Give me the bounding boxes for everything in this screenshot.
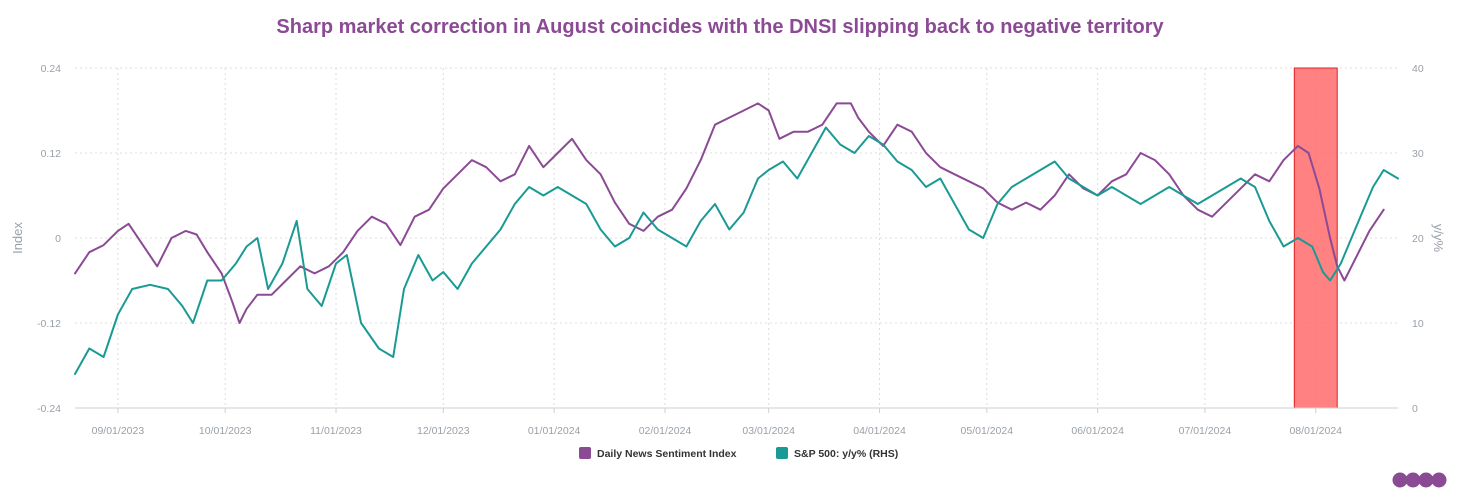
x-tick-label: 03/01/2024 — [742, 425, 795, 437]
right-axis-ticks: 0 10 20 30 40 — [1412, 63, 1424, 415]
logo-circle — [1431, 472, 1447, 488]
x-tick-label: 11/01/2023 — [310, 425, 362, 437]
x-tick-label: 07/01/2024 — [1179, 425, 1232, 437]
legend-label-sp500: S&P 500: y/y% (RHS) — [794, 448, 898, 460]
legend: Daily News Sentiment Index S&P 500: y/y%… — [579, 447, 898, 460]
x-tick-label: 10/01/2023 — [199, 425, 252, 437]
left-tick-label: 0.12 — [41, 148, 62, 160]
right-tick-label: 30 — [1412, 148, 1424, 160]
x-tick-label: 12/01/2023 — [417, 425, 470, 437]
x-tick-label: 05/01/2024 — [961, 425, 1014, 437]
series-layer — [74, 102, 1399, 375]
right-tick-label: 10 — [1412, 318, 1424, 330]
logo-circle — [1405, 472, 1421, 488]
chart-title: Sharp market correction in August coinci… — [276, 16, 1164, 38]
ceic-logo — [1392, 472, 1447, 488]
x-tick-label: 08/01/2024 — [1289, 425, 1342, 437]
legend-swatch-sp500 — [776, 447, 788, 459]
legend-swatch-dnsi — [579, 447, 591, 459]
x-axis-ticks: 09/01/2023 10/01/2023 11/01/2023 12/01/2023… — [75, 407, 1398, 437]
left-tick-label: 0.24 — [41, 63, 62, 75]
series-line-sp500 — [74, 126, 1399, 375]
right-tick-label: 40 — [1412, 63, 1424, 75]
left-axis-title: Index — [10, 222, 25, 254]
x-tick-label: 01/01/2024 — [528, 425, 581, 437]
left-tick-label: -0.12 — [37, 318, 61, 330]
right-tick-label: 0 — [1412, 403, 1418, 415]
x-tick-label: 09/01/2023 — [92, 425, 145, 437]
logo-circle — [1418, 472, 1434, 488]
logo-circle — [1392, 472, 1408, 488]
left-tick-label: -0.24 — [37, 403, 61, 415]
x-tick-label: 02/01/2024 — [639, 425, 692, 437]
x-tick-label: 06/01/2024 — [1071, 425, 1124, 437]
right-tick-label: 20 — [1412, 233, 1424, 245]
left-tick-label: 0 — [55, 233, 61, 245]
legend-label-dnsi: Daily News Sentiment Index — [597, 448, 737, 460]
grid-lines — [75, 67, 1398, 409]
right-axis-title: y/y% — [1431, 224, 1446, 253]
left-axis-ticks: -0.24 -0.12 0 0.12 0.24 — [37, 63, 61, 415]
x-tick-label: 04/01/2024 — [853, 425, 906, 437]
series-line-dnsi — [74, 102, 1385, 324]
